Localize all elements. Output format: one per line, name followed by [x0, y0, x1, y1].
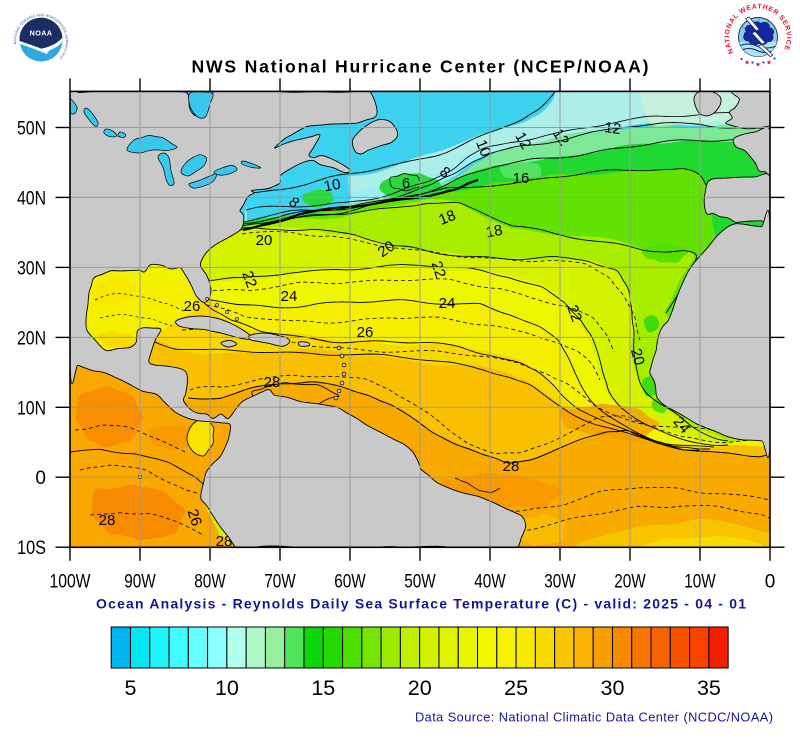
svg-text:26: 26 — [184, 298, 201, 315]
svg-text:18: 18 — [485, 222, 504, 242]
svg-text:20N: 20N — [17, 328, 46, 349]
svg-text:26: 26 — [184, 507, 205, 528]
svg-text:28: 28 — [99, 512, 116, 529]
svg-text:20: 20 — [408, 676, 432, 700]
svg-text:80W: 80W — [194, 572, 226, 593]
svg-text:18: 18 — [436, 207, 458, 229]
svg-text:0: 0 — [35, 468, 46, 489]
svg-text:60W: 60W — [334, 572, 366, 593]
svg-text:30W: 30W — [544, 572, 576, 593]
svg-text:20: 20 — [375, 238, 398, 261]
svg-text:50N: 50N — [17, 119, 46, 140]
svg-text:10: 10 — [215, 676, 239, 700]
svg-text:15: 15 — [311, 676, 335, 700]
svg-text:30N: 30N — [17, 258, 46, 279]
svg-text:40W: 40W — [474, 572, 506, 593]
svg-text:90W: 90W — [124, 572, 156, 593]
svg-text:100W: 100W — [50, 572, 91, 593]
svg-text:12: 12 — [603, 119, 622, 138]
svg-text:20: 20 — [627, 347, 648, 368]
svg-text:35: 35 — [697, 676, 721, 700]
svg-text:16: 16 — [513, 170, 530, 187]
svg-text:0: 0 — [765, 572, 776, 593]
svg-text:6: 6 — [402, 175, 410, 192]
svg-text:20: 20 — [256, 232, 273, 249]
svg-text:Data Source: National Climatic: Data Source: National Climatic Data Cent… — [415, 710, 773, 725]
svg-text:25: 25 — [504, 676, 528, 700]
svg-text:NOAA: NOAA — [30, 29, 53, 38]
svg-text:10: 10 — [323, 176, 342, 196]
svg-text:70W: 70W — [264, 572, 296, 593]
svg-text:26: 26 — [357, 324, 374, 341]
svg-text:10N: 10N — [17, 398, 46, 419]
svg-text:10S: 10S — [17, 538, 46, 559]
svg-text:★: ★ — [755, 61, 761, 69]
svg-text:12: 12 — [511, 129, 534, 152]
svg-text:24: 24 — [439, 295, 456, 312]
svg-text:10: 10 — [472, 137, 494, 159]
svg-text:28: 28 — [264, 374, 281, 391]
svg-text:★: ★ — [766, 59, 772, 67]
svg-text:20W: 20W — [614, 572, 646, 593]
svg-text:22: 22 — [428, 259, 449, 280]
svg-text:22: 22 — [238, 269, 260, 290]
svg-text:22: 22 — [563, 303, 585, 324]
svg-text:28: 28 — [503, 458, 520, 475]
svg-text:★: ★ — [744, 59, 750, 67]
svg-text:12: 12 — [549, 126, 572, 149]
svg-text:5: 5 — [125, 676, 137, 700]
svg-text:30: 30 — [601, 676, 625, 700]
svg-text:50W: 50W — [404, 572, 436, 593]
svg-text:40N: 40N — [17, 188, 46, 209]
svg-text:24: 24 — [281, 288, 298, 305]
svg-text:10W: 10W — [684, 572, 716, 593]
svg-text:Ocean Analysis - Reynolds Dail: Ocean Analysis - Reynolds Daily Sea Surf… — [96, 596, 746, 612]
